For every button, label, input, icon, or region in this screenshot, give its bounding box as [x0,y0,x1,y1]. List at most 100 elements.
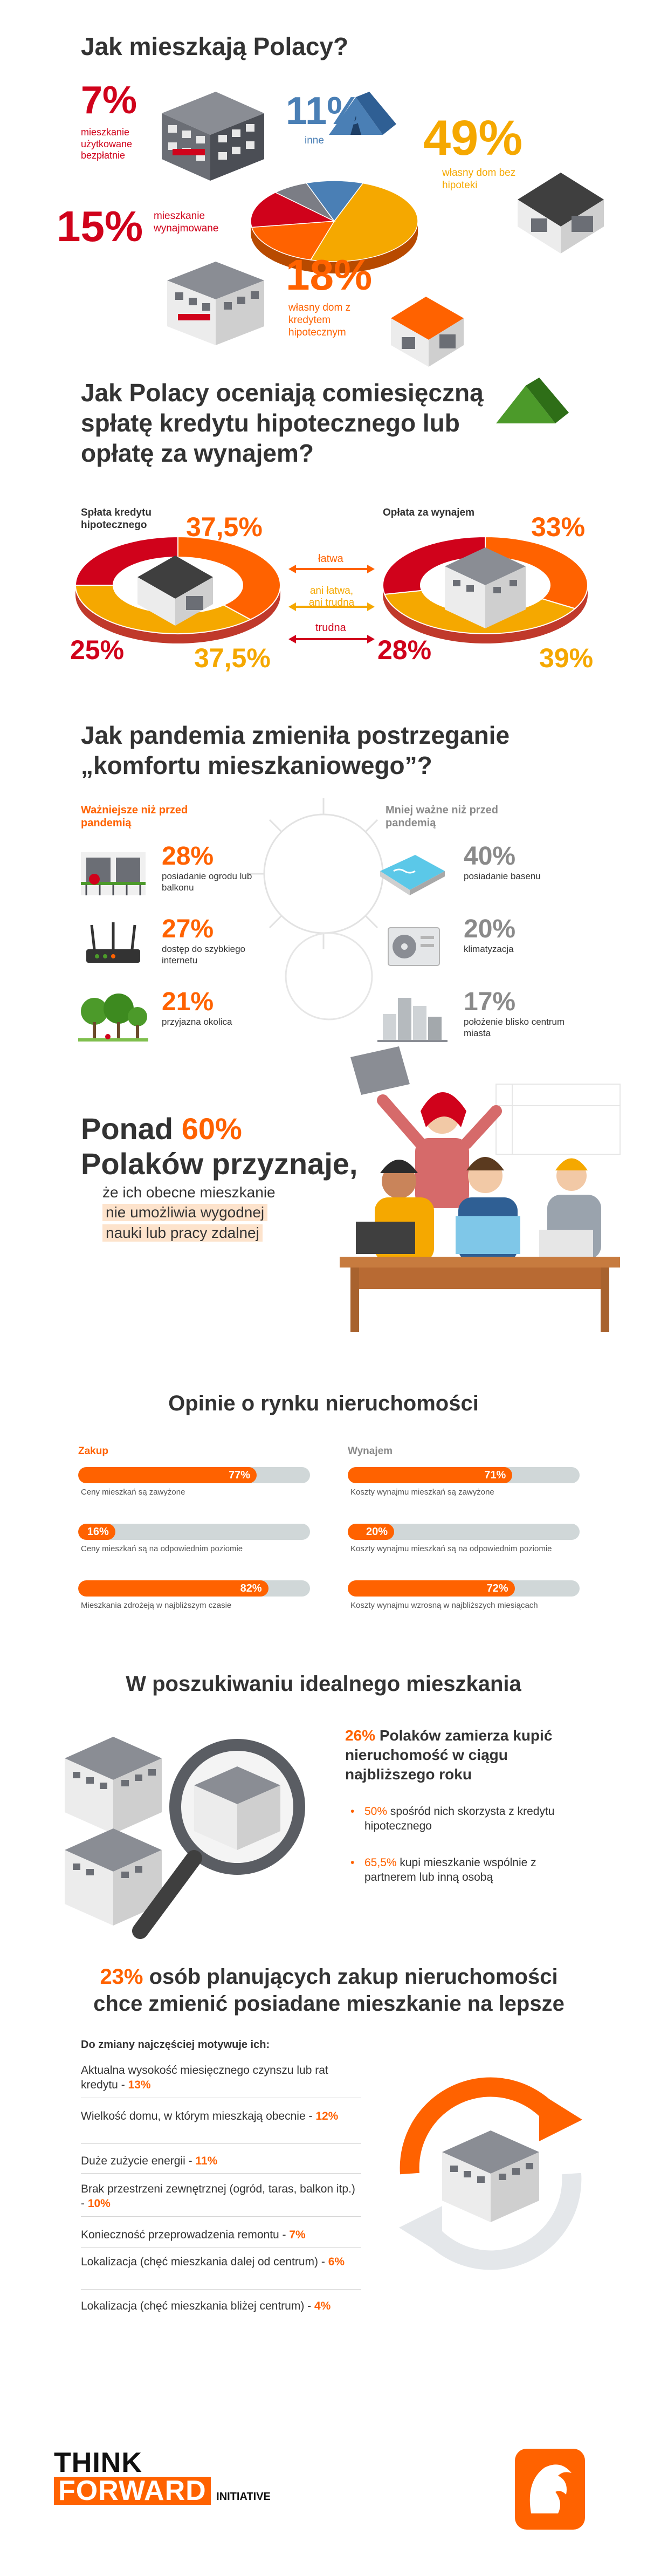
motivation-value: 10% [87,2197,111,2210]
more-important-heading: Ważniejsze niż przed pandemią [81,804,188,829]
motivation-value: 7% [289,2229,306,2241]
motivation-text: Konieczność przeprowadzenia remontu - [81,2229,290,2241]
bullet-mortgage: • 50% spośród nich skorzysta z kredytu h… [350,1804,566,1834]
bullet-partner-percent: 65,5% [364,1856,397,1869]
city-center-icon [377,998,448,1042]
stat-free-use-value: 7% [81,79,137,122]
rent-bar-caption: Koszty wynajmu wzrosną w najbliższych mi… [350,1601,538,1610]
air-conditioning-value: 20% [464,915,516,943]
remote-work-percent: 60% [181,1112,242,1146]
purchase-plan-percent: 26% [345,1727,376,1744]
bullet-dot-icon: • [350,1856,355,1869]
mortgage-neutral-value: 37,5% [194,643,271,673]
motivation-value: 12% [315,2110,339,2122]
motivation-item: Duże zużycie energii - 11% [81,2154,361,2168]
air-conditioning-label: klimatyzacja [464,944,514,954]
purchase-heading: Zakup [78,1445,108,1457]
remote-work-headline-2: Polaków przyznaje, [81,1147,358,1181]
stat-other-value: 11% [286,90,362,133]
less-important-heading: Mniej ważne niż przed pandemią [386,804,498,829]
stat-rented-label: mieszkanie wynajmowane [154,210,219,234]
upgrade-percent: 23% [100,1965,143,1989]
legend-hard: trudna [315,622,346,634]
donut-segment-0 [177,536,281,620]
motivation-text: Aktualna wysokość miesięcznego czynszu l… [81,2064,328,2092]
upgrade-cycle-illustration [399,2077,582,2270]
donut-segment-2 [382,536,486,595]
mortgage-hard-value: 25% [70,635,125,665]
mortgage-donut-label: Spłata kredytu hipotecznego [81,507,152,531]
motivation-item: Aktualna wysokość miesięcznego czynszu l… [81,2063,361,2093]
motivation-text: Lokalizacja (chęć mieszkania dalej od ce… [81,2256,328,2268]
logo-think: THINK [54,2447,142,2478]
rent-bar-fill: 72% [348,1580,515,1597]
pie-side [251,221,418,273]
stat-rented-value: 15% [57,202,143,250]
purchase-plan-text: Polaków zamierza kupić nieruchomość w ci… [345,1727,553,1783]
remote-work-line3: że ich obecne mieszkanie [102,1184,276,1201]
rent-easy-value: 33% [531,512,586,542]
rent-hard-value: 28% [377,635,432,665]
mortgage-easy-value: 37,5% [186,512,263,542]
stat-own-house-value: 49% [423,111,523,166]
motivation-divider [81,2173,361,2174]
section1-title: Jak mieszkają Polacy? [81,32,349,60]
motivation-item: Lokalizacja (chęć mieszkania bliżej cent… [81,2299,361,2313]
internet-value: 27% [162,915,214,943]
bullet-mortgage-text: spośród nich skorzysta z kredytu hipotec… [364,1805,555,1833]
rent-bar-track: 20% [348,1524,580,1540]
purchase-bar-track: 16% [78,1524,310,1540]
city-center-label: położenie blisko centrum miasta [464,1017,565,1038]
rent-bar-fill: 71% [348,1467,513,1483]
motivation-divider [81,2216,361,2217]
house-illustration [518,173,604,254]
virus-decoration-2 [285,932,373,1020]
rent-neutral-value: 39% [539,643,594,673]
purchase-bar-fill: 82% [78,1580,269,1597]
donut-segment-0 [485,536,588,609]
mortgage-donut-chart [74,536,281,643]
motivation-value: 13% [128,2079,151,2092]
motivation-value: 6% [328,2256,345,2268]
stat-mortgage-value: 18% [286,251,373,299]
donut-side [75,585,280,643]
rent-bar-fill: 20% [348,1524,394,1540]
bullet-dot-icon: • [350,1805,355,1818]
motivation-value: 4% [314,2300,331,2312]
city-center-value: 17% [464,988,516,1016]
rent-bar-caption: Koszty wynajmu mieszkań są na odpowiedni… [350,1544,552,1553]
motivation-divider [81,2247,361,2248]
neighbourhood-label: przyjazna okolica [162,1017,232,1027]
stat-own-house-label: własny dom bez hipoteki [442,167,516,191]
motivation-value: 11% [195,2155,218,2167]
section2-title: Jak Polacy oceniają comiesięczną spłatę … [81,379,484,468]
purchase-bar-fill: 16% [78,1524,115,1540]
motivation-item: Konieczność przeprowadzenia remontu - 7% [81,2228,361,2242]
motivation-text: Wielkość domu, w którym mieszkają obecni… [81,2110,316,2122]
motivation-text: Duże zużycie energii - [81,2155,196,2167]
router-icon [86,922,140,963]
rent-heading: Wynajem [348,1445,393,1457]
motivation-divider [81,2143,361,2144]
stat-other-label: inne [305,135,324,146]
rent-bar-caption: Koszty wynajmu mieszkań są zawyżone [350,1488,494,1497]
pie-slice-0 [309,182,418,262]
pool-icon [380,855,445,895]
tent-icon [496,378,569,423]
motivation-item: Lokalizacja (chęć mieszkania dalej od ce… [81,2255,361,2269]
tent-illustration [329,92,396,135]
purchase-bar-track: 77% [78,1467,310,1483]
bullet-mortgage-percent: 50% [364,1805,388,1818]
ing-lion-logo [515,2449,585,2530]
legend-arrows [288,565,375,643]
upgrade-title-b: chce zmienić posiadane mieszkanie na lep… [93,1992,565,2016]
trees-icon [78,994,148,1042]
bullet-partner: • 65,5% kupi mieszkanie wspólnie z partn… [350,1855,566,1885]
section5-title: Opinie o rynku nieruchomości [168,1392,479,1415]
rent-donut-chart [382,536,588,643]
apartment-building-illustration [162,92,264,181]
motivation-item: Brak przestrzeni zewnętrznej (ogród, tar… [81,2182,361,2211]
rent-bar-track: 71% [348,1467,580,1483]
purchase-bar-fill: 77% [78,1467,257,1483]
neighbourhood-value: 21% [162,988,214,1016]
